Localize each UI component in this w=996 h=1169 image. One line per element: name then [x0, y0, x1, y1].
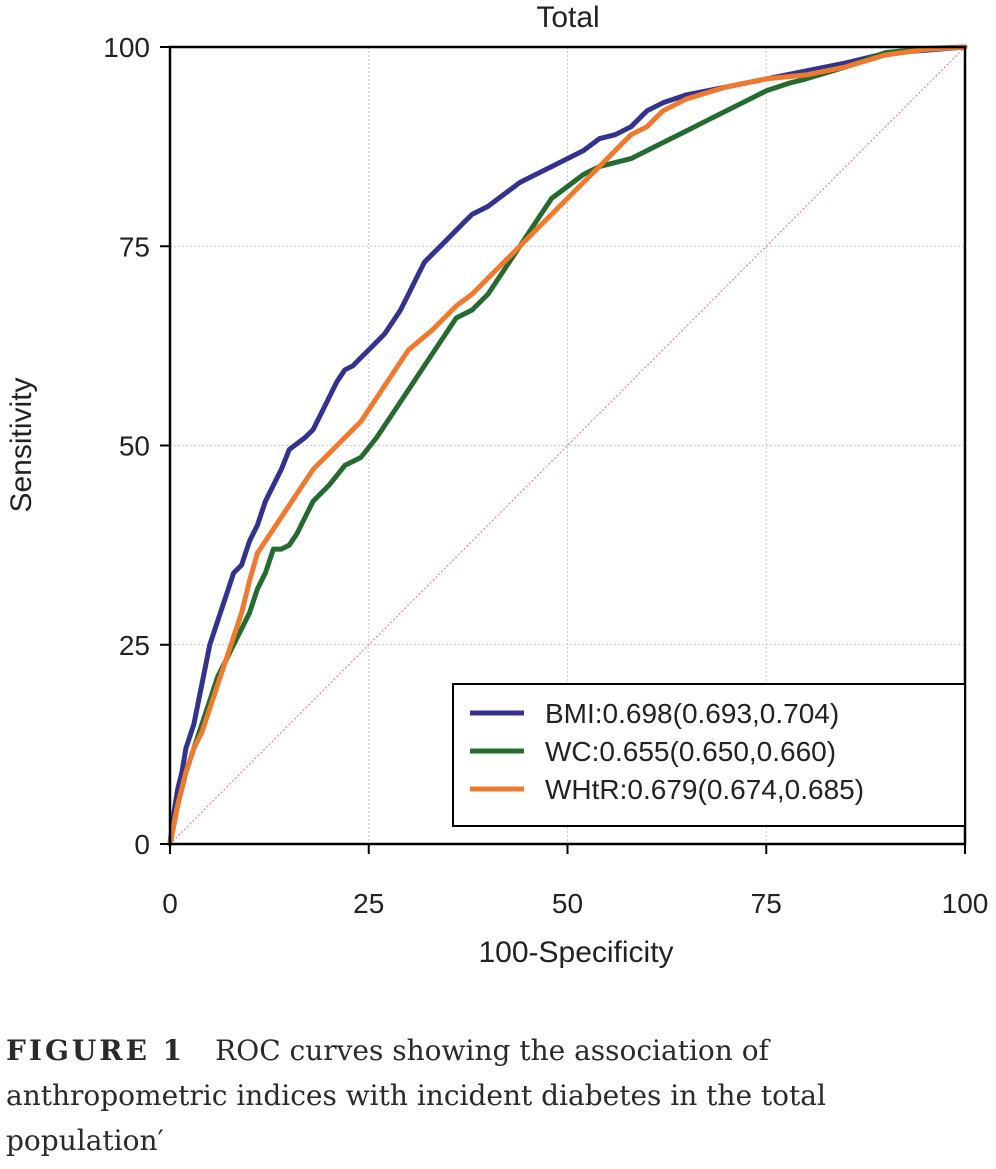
- series-layer: [167, 44, 968, 847]
- figure-caption: FIGURE 1 ROC curves showing the associati…: [6, 1028, 966, 1163]
- series-line-2: [167, 44, 968, 847]
- y-tick-label-1: 25: [119, 630, 150, 661]
- chart-title: Total: [536, 1, 599, 34]
- y-axis-ticks: 0 25 50 75 100: [103, 32, 170, 860]
- x-tick-label-0: 0: [162, 888, 178, 919]
- x-axis-label: 100-Specificity: [478, 936, 673, 969]
- legend: BMI:0.698(0.693,0.704) WC:0.655(0.650,0.6…: [452, 683, 966, 827]
- figure-caption-text: ROC curves showing the association of an…: [6, 1034, 826, 1157]
- y-tick-label-0: 0: [134, 829, 150, 860]
- x-tick-label-4: 100: [942, 888, 989, 919]
- y-axis-label: Sensitivity: [5, 377, 38, 512]
- series-line-1: [167, 44, 968, 847]
- legend-box: [452, 683, 966, 827]
- x-tick-label-3: 75: [751, 888, 782, 919]
- x-axis-ticks: 0 25 50 75 100: [162, 844, 988, 919]
- legend-label-0: BMI:0.698(0.693,0.704): [545, 698, 839, 729]
- legend-label-1: WC:0.655(0.650,0.660): [545, 736, 836, 767]
- roc-chart: Total 0 25 50 75 100 0 25 50 75 100 100-Specific…: [5, 1, 988, 969]
- legend-label-2: WHtR:0.679(0.674,0.685): [545, 774, 864, 805]
- series-line-0: [167, 44, 968, 847]
- x-tick-label-1: 25: [353, 888, 384, 919]
- figure-label: FIGURE 1: [6, 1034, 186, 1067]
- y-tick-label-4: 100: [103, 32, 150, 63]
- y-tick-label-2: 50: [119, 431, 150, 462]
- y-tick-label-3: 75: [119, 231, 150, 262]
- x-tick-label-2: 50: [552, 888, 583, 919]
